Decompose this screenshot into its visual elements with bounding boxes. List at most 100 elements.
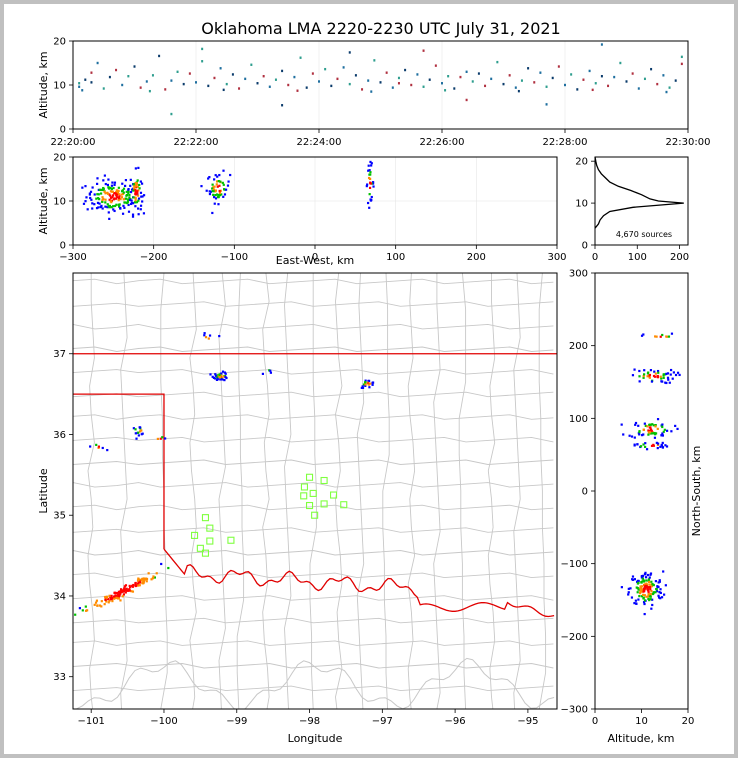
- time-height-source: [145, 80, 148, 83]
- north-south-source: [636, 443, 639, 446]
- time-height-source: [311, 72, 314, 75]
- north-south-source: [643, 599, 647, 602]
- station-marker: [196, 544, 204, 552]
- north-south-source: [665, 429, 669, 432]
- map-source: [364, 379, 367, 382]
- map-source: [261, 372, 265, 375]
- time-height-source: [293, 75, 296, 79]
- north-south-source: [647, 597, 650, 600]
- map-source: [96, 604, 99, 607]
- east-west-source: [370, 164, 373, 167]
- north-south-source: [643, 369, 646, 372]
- east-west-source: [214, 174, 217, 177]
- map-source: [123, 587, 126, 590]
- north-south-source: [640, 334, 644, 337]
- county-line: [335, 273, 343, 709]
- east-west-source: [101, 196, 104, 199]
- east-west-source: [104, 198, 107, 201]
- north-south-source: [639, 585, 642, 588]
- north-south-source: [651, 603, 654, 607]
- east-west-xtick-label: −100: [221, 252, 248, 263]
- north-south-source: [635, 586, 638, 589]
- east-west-source: [218, 184, 221, 187]
- north-south-source: [635, 602, 638, 605]
- map-source: [114, 594, 117, 597]
- map-source: [134, 432, 137, 435]
- east-west-source: [108, 204, 111, 208]
- time-height-source: [557, 65, 560, 68]
- north-south-source: [661, 446, 665, 449]
- north-south-source: [644, 445, 647, 449]
- station-marker: [227, 536, 235, 544]
- time-height-source: [90, 71, 93, 74]
- east-west-source: [211, 211, 214, 215]
- north-south-source: [654, 580, 658, 583]
- north-south-source: [656, 427, 659, 430]
- north-south-source: [650, 380, 654, 383]
- east-west-source: [124, 179, 128, 182]
- map-source: [111, 600, 114, 603]
- east-west-source: [96, 193, 99, 196]
- north-south-source: [654, 335, 657, 338]
- map-source: [218, 373, 221, 377]
- time-height-source: [296, 89, 299, 92]
- east-west-source: [112, 208, 115, 211]
- east-west-source: [219, 180, 222, 183]
- east-west-source: [115, 190, 118, 194]
- east-west-source: [106, 183, 109, 187]
- east-west-source: [108, 198, 111, 201]
- north-south-source: [645, 583, 649, 586]
- north-south-source: [669, 373, 672, 376]
- map-source: [94, 601, 98, 604]
- north-south-source: [633, 368, 636, 371]
- east-west-source: [142, 194, 146, 197]
- time-height-source: [465, 70, 468, 73]
- figure-title: Oklahoma LMA 2220-2230 UTC July 31, 2021: [201, 19, 560, 38]
- east-west-source: [223, 193, 227, 196]
- map-xtick-label: −100: [150, 716, 177, 727]
- east-west-source: [130, 188, 134, 191]
- north-south-source: [643, 590, 646, 593]
- east-west-source: [110, 184, 114, 187]
- county-line: [382, 273, 390, 709]
- north-south-source: [638, 380, 641, 383]
- map-source: [138, 430, 142, 433]
- time-height-source: [373, 59, 376, 62]
- east-west-source: [136, 191, 139, 194]
- north-south-source: [657, 581, 660, 584]
- east-west-source: [93, 193, 96, 196]
- county-line: [73, 323, 554, 330]
- map-source: [113, 597, 116, 600]
- north-south-xtick-label: 20: [682, 716, 695, 727]
- east-west-source: [101, 198, 104, 202]
- time-height-source: [222, 88, 225, 92]
- map-source: [153, 576, 156, 579]
- east-west-source: [122, 204, 125, 207]
- north-south-source: [642, 376, 645, 379]
- east-west-source: [208, 190, 211, 193]
- map-source: [159, 437, 162, 440]
- east-west-source: [215, 193, 219, 196]
- east-west-source: [121, 212, 125, 215]
- time-height-source: [502, 82, 505, 86]
- time-height-source: [600, 43, 603, 46]
- time-height-source: [508, 74, 511, 77]
- map-source: [224, 375, 227, 379]
- east-west-source: [133, 185, 136, 189]
- north-south-source: [643, 602, 646, 606]
- histogram-xtick-label: 100: [628, 252, 647, 263]
- time-height-source: [680, 62, 683, 66]
- east-west-source: [135, 182, 138, 185]
- east-west-source: [137, 166, 140, 170]
- east-west-source: [129, 178, 132, 181]
- east-west-source: [109, 194, 112, 197]
- north-south-source: [650, 444, 654, 447]
- county-line: [73, 550, 554, 556]
- north-south-xlabel: Altitude, km: [607, 732, 674, 745]
- east-west-source: [212, 188, 216, 191]
- north-south-source: [668, 381, 671, 384]
- north-south-source: [659, 588, 662, 591]
- north-south-source: [659, 591, 662, 595]
- histogram-ytick-label: 10: [575, 199, 588, 210]
- time-height-source: [195, 81, 197, 84]
